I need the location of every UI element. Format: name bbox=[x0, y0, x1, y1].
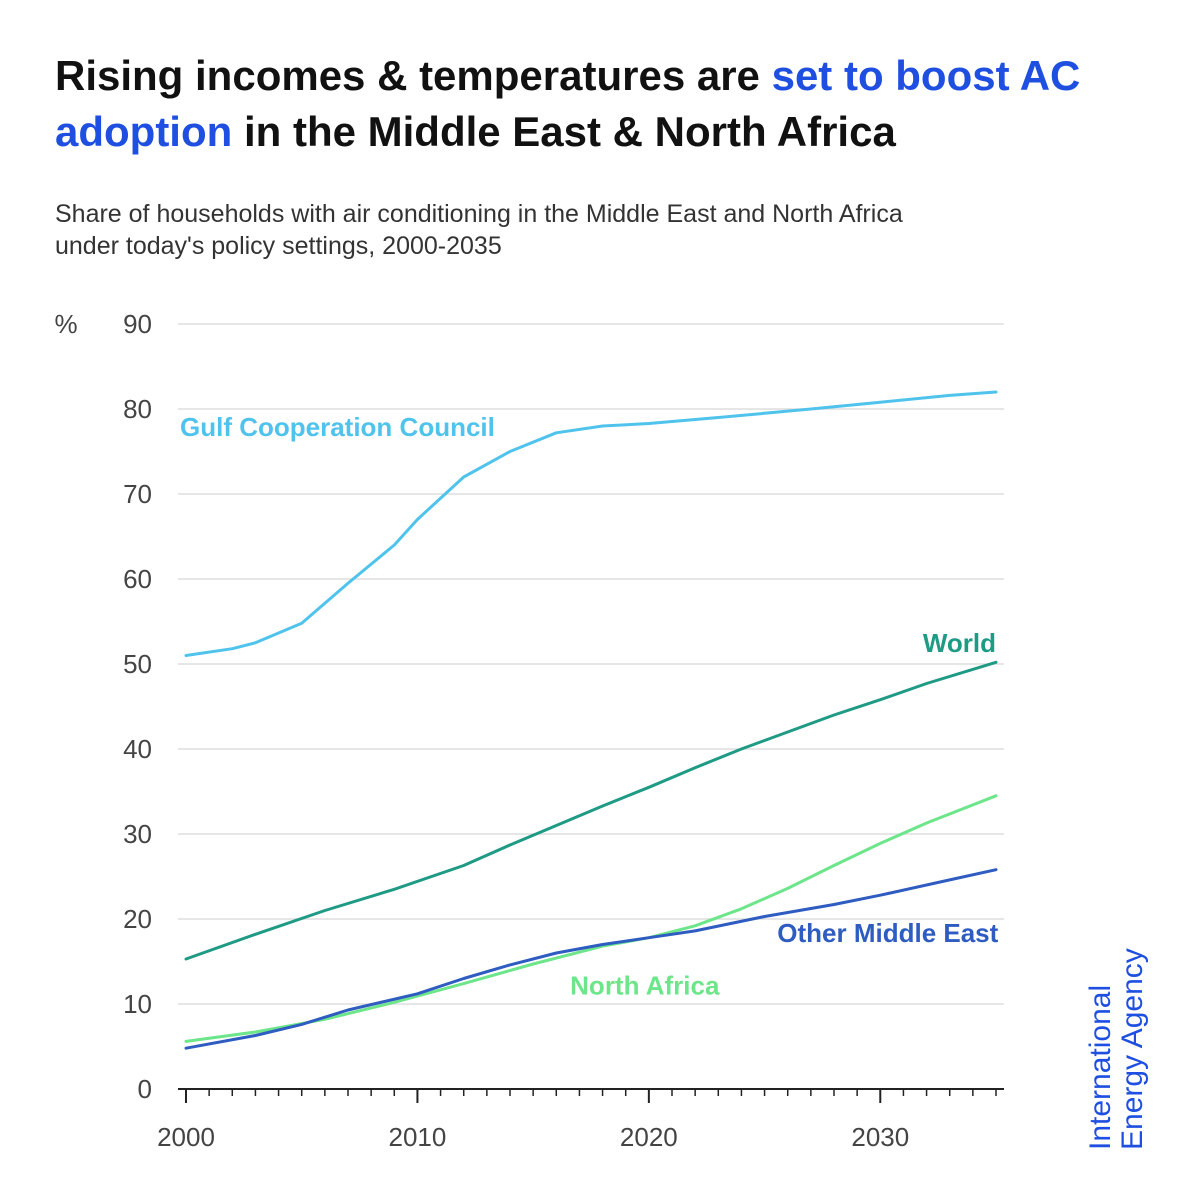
y-tick-label-50: 50 bbox=[123, 649, 152, 679]
x-tick-label-2030: 2030 bbox=[851, 1122, 909, 1152]
y-tick-label-80: 80 bbox=[123, 394, 152, 424]
x-tick-label-2010: 2010 bbox=[389, 1122, 447, 1152]
subtitle-line-2: under today's policy settings, 2000-2035 bbox=[55, 232, 502, 260]
world-line bbox=[184, 660, 998, 961]
grid-lines bbox=[178, 323, 1004, 1005]
iea-logo: International Energy Agency bbox=[1080, 920, 1150, 1150]
world-label: World bbox=[923, 628, 996, 658]
y-tick-label-90: 90 bbox=[123, 309, 152, 339]
subtitle-line-1: Share of households with air conditionin… bbox=[55, 200, 903, 228]
title-part-1: Rising incomes & temperatures are bbox=[55, 52, 772, 99]
y-tick-label-30: 30 bbox=[123, 819, 152, 849]
y-tick-label-40: 40 bbox=[123, 734, 152, 764]
brand-line-2: Energy Agency bbox=[1116, 948, 1149, 1150]
x-tick-label-2020: 2020 bbox=[620, 1122, 678, 1152]
y-tick-label-60: 60 bbox=[123, 564, 152, 594]
north-africa-label: North Africa bbox=[570, 971, 720, 1001]
gcc-line bbox=[184, 390, 998, 657]
gcc-label: Gulf Cooperation Council bbox=[180, 412, 495, 442]
other-middle-east-line bbox=[184, 868, 998, 1050]
series-labels: Gulf Cooperation Council World North Afric… bbox=[180, 412, 999, 1000]
y-tick-label-0: 0 bbox=[138, 1074, 152, 1104]
title-part-2: in the Middle East & North Africa bbox=[232, 108, 896, 155]
y-tick-label-10: 10 bbox=[123, 989, 152, 1019]
brand-line-1: International bbox=[1084, 985, 1117, 1150]
x-tick-label-2000: 2000 bbox=[157, 1122, 215, 1152]
chart-title: Rising incomes & temperatures are set to… bbox=[55, 48, 1155, 160]
chart-subtitle: Share of households with air conditionin… bbox=[55, 198, 1155, 262]
y-tick-label-70: 70 bbox=[123, 479, 152, 509]
title-highlight: set to boost AC adoption bbox=[55, 52, 1081, 155]
series-lines bbox=[184, 390, 998, 1050]
y-axis-unit-label: % bbox=[54, 309, 77, 339]
other-middle-east-label: Other Middle East bbox=[777, 918, 998, 948]
y-tick-label-20: 20 bbox=[123, 904, 152, 934]
